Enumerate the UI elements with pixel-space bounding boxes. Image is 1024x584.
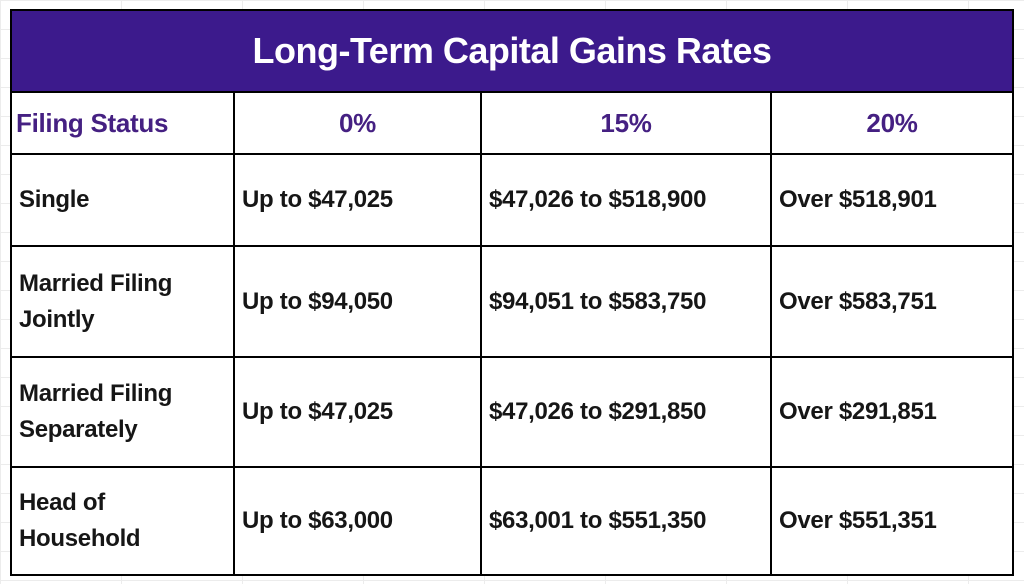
cell-mfs-0pct: Up to $47,025 [235,358,482,468]
cell-mfs-15pct: $47,026 to $291,850 [482,358,772,468]
cell-hoh-15pct: $63,001 to $551,350 [482,468,772,574]
cell-mfs-20pct: Over $291,851 [772,358,1012,468]
cell-single-20pct: Over $518,901 [772,155,1012,247]
cell-hoh-20pct: Over $551,351 [779,507,937,534]
cell-mfj-20pct: Over $583,751 [772,247,1012,358]
column-header-0-percent: 0% [235,93,482,155]
cell-single-15pct: $47,026 to $518,900 [482,155,772,247]
column-header-20-percent: 20% [772,93,1012,155]
cell-mfj-15pct: $94,051 to $583,750 [482,247,772,358]
column-header-15-percent: 15% [482,93,772,155]
cell-mfj-label: Married Filing Jointly [12,247,235,358]
cell-hoh-0pct: Up to $63,000 [235,468,482,574]
table-title-banner: Long-Term Capital Gains Rates [12,11,1012,93]
capital-gains-table: Long-Term Capital Gains Rates Filing Sta… [10,9,1014,576]
cell-single-label: Single [12,155,235,247]
cell-mfs-label: Married Filing Separately [12,358,235,468]
cell-single-0pct: Up to $47,025 [235,155,482,247]
column-header-filing-status: Filing Status [12,93,235,155]
table-title: Long-Term Capital Gains Rates [252,30,772,71]
cell-hoh-label: Head of Household [12,468,235,574]
table-grid: Filing Status 0% 15% 20% Single Up to $4… [12,93,1012,574]
cell-mfj-0pct: Up to $94,050 [235,247,482,358]
